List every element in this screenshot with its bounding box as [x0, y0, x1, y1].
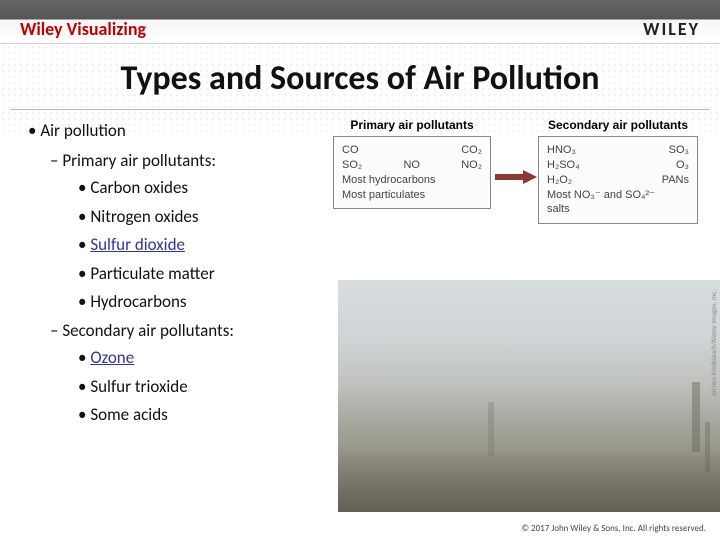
outline-primary-item: Hydrocarbons	[28, 289, 333, 315]
chem: HNO₃	[547, 143, 576, 158]
chem: SO₂	[342, 158, 362, 173]
copyright-footer: © 2017 John Wiley & Sons, Inc. All right…	[522, 523, 707, 534]
chem-line: salts	[547, 202, 689, 217]
chem-line: Most NO₃⁻ and SO₄²⁻	[547, 188, 689, 203]
chem: NO₂	[461, 158, 482, 173]
primary-box: CO CO₂ SO₂ NO NO₂ Most hydrocarbons Most…	[333, 136, 491, 209]
chem: H₂O₂	[547, 173, 572, 188]
chem: NO	[403, 158, 420, 173]
outline-list: Air pollution Primary air pollutants: Ca…	[28, 118, 333, 431]
outline-secondary-header: Secondary air pollutants:	[28, 318, 333, 344]
reaction-arrow-icon	[495, 170, 537, 184]
chem: H₂SO₄	[547, 158, 580, 173]
right-panel: Primary air pollutants CO CO₂ SO₂ NO NO₂…	[333, 118, 706, 431]
outline-primary-item: Carbon oxides	[28, 175, 333, 201]
outline-primary-item: Particulate matter	[28, 261, 333, 287]
outline-secondary-item: Some acids	[28, 402, 333, 428]
secondary-column: Secondary air pollutants HNO₃ SO₃ H₂SO₄ …	[538, 118, 698, 224]
outline-link[interactable]: Sulfur dioxide	[90, 234, 185, 255]
header-bar: Wiley Visualizing WILEY	[0, 0, 720, 44]
outline-primary-item: Sulfur dioxide	[28, 232, 333, 258]
pollutants-diagram: Primary air pollutants CO CO₂ SO₂ NO NO₂…	[333, 118, 698, 238]
chem-line: Most hydrocarbons	[342, 173, 482, 188]
brand-right-logo: WILEY	[643, 18, 700, 40]
outline-secondary-item: Sulfur trioxide	[28, 374, 333, 400]
primary-column: Primary air pollutants CO CO₂ SO₂ NO NO₂…	[333, 118, 491, 209]
outline-link[interactable]: Ozone	[90, 347, 134, 368]
secondary-box: HNO₃ SO₃ H₂SO₄ O₃ H₂O₂ PANs Most NO₃⁻ an…	[538, 136, 698, 224]
chem-line: Most particulates	[342, 188, 482, 203]
secondary-col-title: Secondary air pollutants	[538, 118, 698, 132]
chem: O₃	[676, 158, 689, 173]
outline-secondary-item: Ozone	[28, 345, 333, 371]
primary-col-title: Primary air pollutants	[333, 118, 491, 132]
brand-left: Wiley Visualizing	[20, 18, 146, 40]
outline-l1: Air pollution	[28, 118, 333, 144]
content-area: Air pollution Primary air pollutants: Ca…	[0, 110, 720, 431]
chem: PANs	[662, 173, 689, 188]
chem: CO	[342, 143, 359, 158]
outline-primary-item: Nitrogen oxides	[28, 204, 333, 230]
outline-primary-header: Primary air pollutants:	[28, 148, 333, 174]
chem: CO₂	[461, 143, 482, 158]
chem: SO₃	[669, 143, 689, 158]
slide-title: Types and Sources of Air Pollution	[10, 44, 710, 110]
